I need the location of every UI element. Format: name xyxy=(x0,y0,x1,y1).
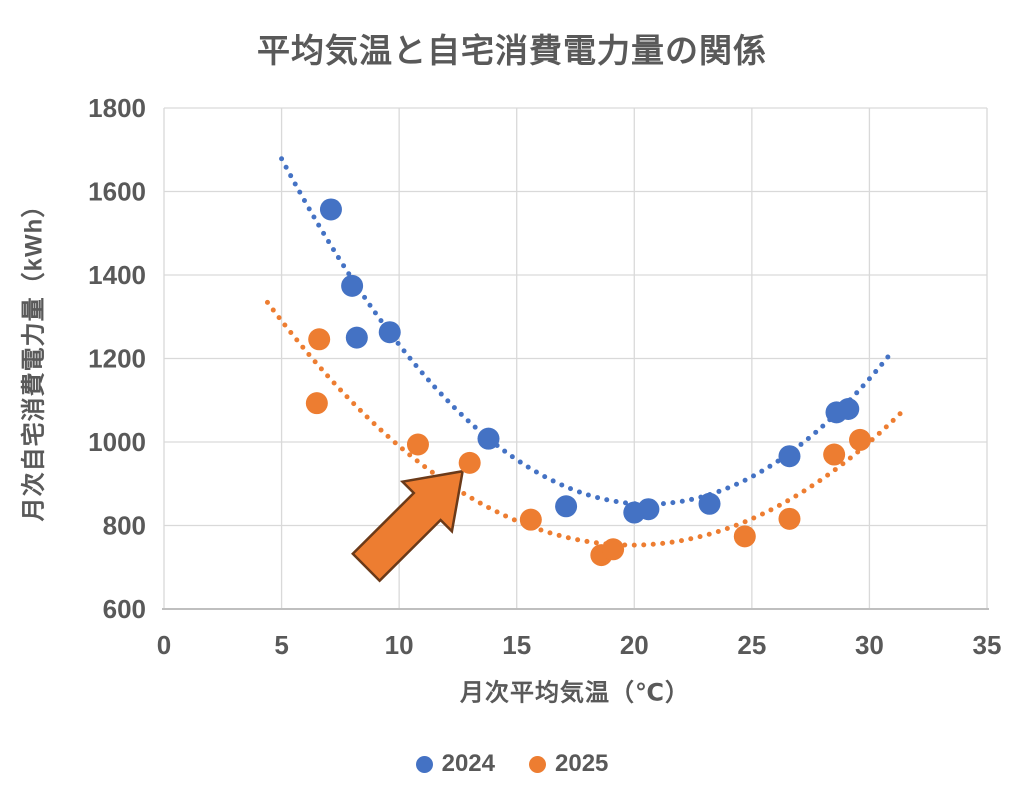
legend-label-2024: 2024 xyxy=(441,750,495,777)
data-point-2024 xyxy=(345,326,368,349)
data-point-2024 xyxy=(319,198,342,221)
x-tick-label: 35 xyxy=(973,630,1002,660)
data-point-2024 xyxy=(698,492,721,515)
x-tick-label: 0 xyxy=(157,630,171,660)
y-tick-label: 800 xyxy=(103,511,146,541)
data-point-2025 xyxy=(406,433,429,456)
y-tick-label: 1600 xyxy=(88,177,146,207)
data-point-2025 xyxy=(458,451,481,474)
data-point-2024 xyxy=(477,427,500,450)
data-point-2024 xyxy=(637,498,660,521)
legend: 2024 2025 xyxy=(0,750,1024,778)
x-tick-label: 20 xyxy=(620,630,649,660)
data-point-2024 xyxy=(378,321,401,344)
legend-marker-2025-icon xyxy=(529,755,546,773)
x-tick-label: 25 xyxy=(737,630,766,660)
data-point-2025 xyxy=(308,328,331,351)
data-point-2025 xyxy=(778,507,801,530)
y-axis-title: 月次自宅消費電力量（kWh） xyxy=(20,192,48,522)
data-point-2024 xyxy=(341,274,364,297)
y-tick-label: 1800 xyxy=(88,93,146,123)
legend-marker-2024-icon xyxy=(415,755,433,773)
data-point-2025 xyxy=(602,538,625,561)
data-point-2025 xyxy=(519,508,542,531)
annotation-arrow xyxy=(351,469,465,583)
data-point-2025 xyxy=(849,428,872,451)
x-tick-label: 15 xyxy=(502,630,531,660)
x-tick-label: 5 xyxy=(274,630,288,660)
legend-item-2025: 2025 xyxy=(529,750,608,778)
trendline-2025 xyxy=(264,299,905,548)
x-axis-title: 月次平均気温（℃） xyxy=(459,679,691,707)
y-tick-label: 1000 xyxy=(88,427,146,457)
x-tick-label: 30 xyxy=(855,630,884,660)
chart-title: 平均気温と自宅消費電力量の関係 xyxy=(257,32,767,69)
y-tick-label: 1400 xyxy=(88,260,146,290)
data-point-2024 xyxy=(555,495,578,518)
data-point-2025 xyxy=(305,392,328,415)
data-point-2025 xyxy=(733,525,756,548)
y-tick-label: 1200 xyxy=(88,344,146,374)
data-point-2024 xyxy=(778,445,801,468)
x-tick-label: 10 xyxy=(385,630,414,660)
data-point-2024 xyxy=(837,398,860,421)
legend-item-2024: 2024 xyxy=(415,750,495,778)
data-point-2025 xyxy=(823,443,846,466)
trendline-2024 xyxy=(279,156,896,507)
y-tick-label: 600 xyxy=(103,594,146,624)
legend-label-2025: 2025 xyxy=(555,750,609,777)
